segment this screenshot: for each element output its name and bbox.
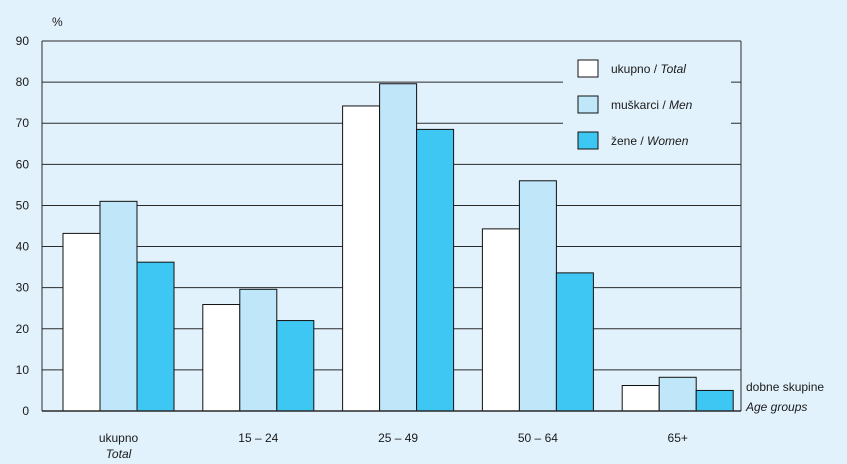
x-category-sublabel: Total [106,447,132,461]
y-axis-ticks: 0 10 20 30 40 50 60 70 80 90 [16,34,30,418]
bar-men-4 [658,376,697,412]
x-category-label: ukupno [99,431,139,445]
y-tick-label: 50 [16,198,30,212]
legend-swatch [577,59,599,78]
y-axis-label: % [52,15,63,29]
bar-total-1 [202,304,241,412]
y-tick-label: 40 [16,240,30,254]
bar-women-1 [276,320,315,412]
x-axis-label-en: Age groups [745,400,807,414]
legend-entry: ukupno / Total [611,62,686,76]
x-category-label: 65+ [668,431,688,445]
x-category-label: 50 – 64 [518,431,558,445]
x-axis-categories: ukupno Total 15 – 24 25 – 49 50 – 64 65+ [99,431,688,461]
y-tick-label: 60 [16,157,30,171]
x-category-label: 15 – 24 [238,431,278,445]
bar-men-2 [379,83,418,412]
y-tick-label: 0 [22,404,29,418]
bar-men-1 [239,288,278,412]
bar-men-0 [99,200,138,412]
y-tick-label: 30 [16,281,30,295]
legend-entry: muškarci / Men [611,98,693,112]
bar-total-3 [481,228,520,412]
bar-total-2 [342,105,381,412]
y-tick-label: 70 [16,116,30,130]
y-tick-label: 10 [16,363,30,377]
bar-men-3 [518,180,557,412]
x-axis [41,41,742,412]
y-tick-label: 20 [16,322,30,336]
x-category-label: 25 – 49 [378,431,418,445]
y-tick-label: 80 [16,75,30,89]
bar-women-2 [416,128,455,412]
legend: ukupno / Total muškarci / Men žene / Women [563,48,731,162]
legend-swatch [577,95,599,114]
bars [62,83,734,412]
bar-women-3 [555,272,594,412]
x-axis-label: dobne skupine [746,380,824,394]
bar-total-0 [62,232,101,412]
legend-swatch [577,131,599,150]
legend-entry: žene / Women [611,134,689,148]
bar-women-4 [695,389,734,412]
bar-total-4 [621,385,660,412]
y-tick-label: 90 [16,34,30,48]
bar-women-0 [136,261,175,412]
